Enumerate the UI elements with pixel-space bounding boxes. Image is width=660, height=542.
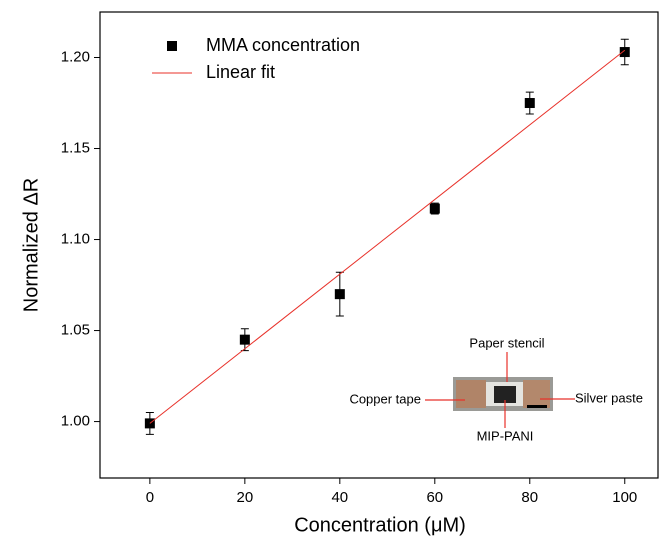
- legend-label: MMA concentration: [206, 35, 360, 55]
- y-axis-title: Normalized ΔR: [20, 178, 42, 313]
- x-tick-label: 60: [426, 489, 443, 506]
- data-point: [619, 47, 630, 58]
- y-tick-label: 1.00: [61, 413, 90, 430]
- legend-marker: [167, 41, 177, 51]
- inset-label: Paper stencil: [469, 335, 544, 350]
- mip-pani: [494, 386, 516, 403]
- y-tick-label: 1.15: [61, 139, 90, 156]
- inset-photo: Paper stencil Copper tape Silver paste M…: [349, 335, 642, 443]
- x-axis-title: Concentration (μM): [294, 514, 466, 536]
- silver-paste-right: [523, 380, 550, 408]
- plot-frame: [99, 11, 659, 479]
- data-point: [429, 203, 440, 214]
- scale-bar: [527, 405, 547, 408]
- y-tick-label: 1.20: [61, 48, 90, 65]
- x-tick-label: 0: [146, 489, 154, 506]
- legend-label: Linear fit: [206, 62, 275, 82]
- copper-tape-left: [456, 380, 486, 408]
- data-point: [239, 334, 250, 345]
- x-tick-label: 40: [331, 489, 348, 506]
- inset-label: Silver paste: [575, 390, 643, 405]
- x-tick-label: 20: [236, 489, 253, 506]
- fit-line: [149, 49, 626, 424]
- inset-label: Copper tape: [349, 391, 421, 406]
- data-point: [334, 289, 345, 300]
- y-tick-label: 1.05: [61, 322, 90, 339]
- x-tick-label: 80: [521, 489, 538, 506]
- data-point: [524, 98, 535, 109]
- inset-arrows: [425, 352, 575, 428]
- inset-label: MIP-PANI: [477, 428, 534, 443]
- y-tick-label: 1.10: [61, 231, 90, 248]
- x-tick-label: 100: [612, 489, 637, 506]
